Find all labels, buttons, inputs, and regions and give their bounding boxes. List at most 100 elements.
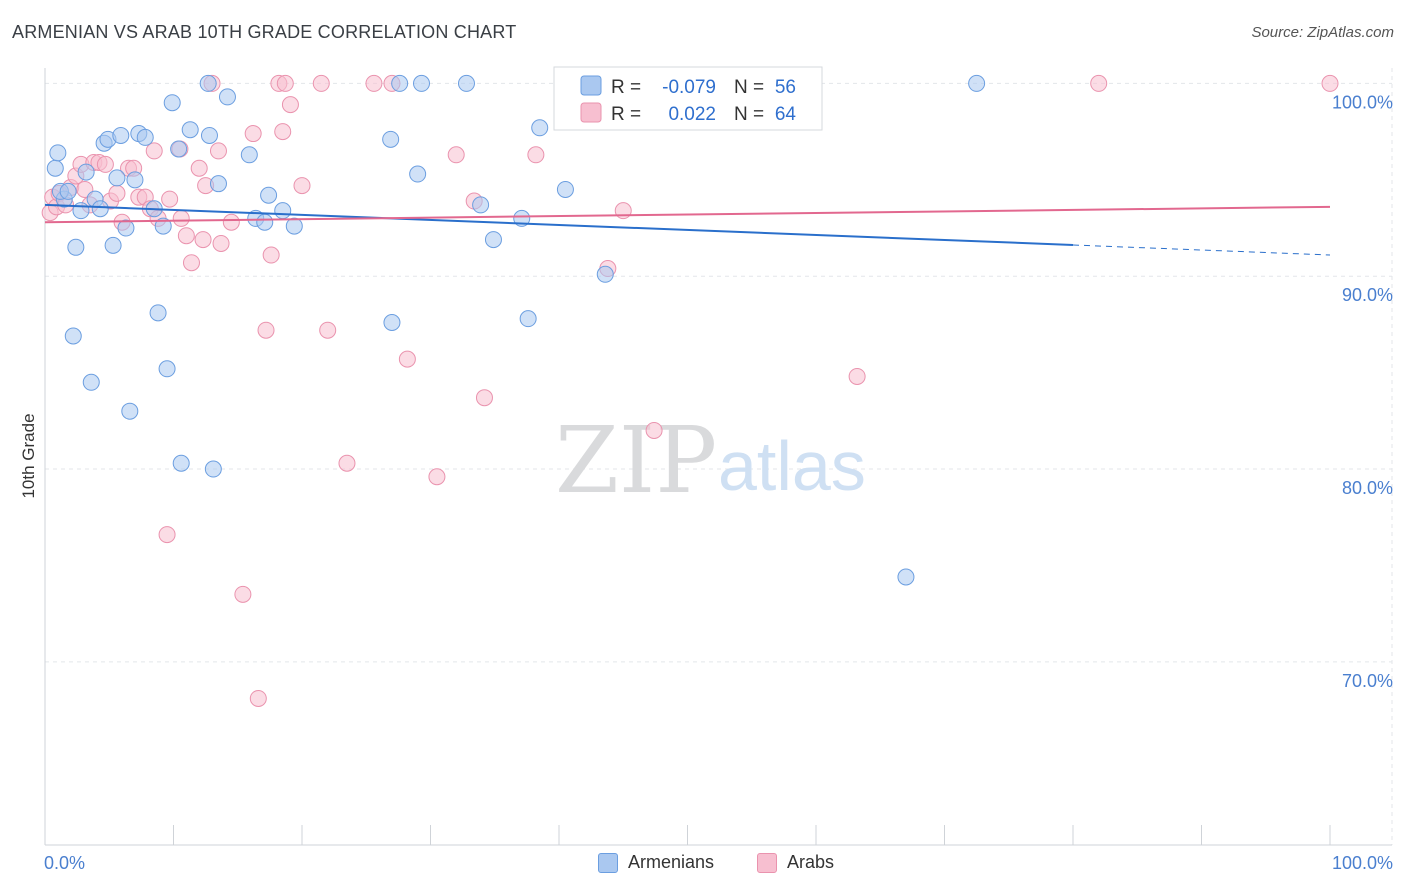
arabs-point-52 [428,468,446,486]
armenians-point-23 [149,304,167,322]
armenians-point-8 [77,163,95,181]
arabs-point-43 [276,74,294,92]
arabs-point-23 [158,526,176,544]
arabs-points [41,74,1339,707]
tick-labels: 100.0% 90.0% 80.0% 70.0% 0.0% 100.0% [44,92,1393,873]
armenians-point-14 [104,236,122,254]
watermark-atlas: atlas [718,427,866,505]
arabs-point-29 [190,159,208,177]
arabs-point-26 [172,209,190,227]
armenians-point-45 [413,74,431,92]
arabs-point-21 [145,142,163,160]
legend-n-armenians: 56 [775,77,796,98]
arabs-point-46 [312,74,330,92]
arabs-point-30 [194,231,212,249]
series-legend: Armenians Arabs [0,852,1406,878]
armenians-point-18 [121,402,139,420]
armenians-point-32 [204,460,222,478]
arabs-point-34 [212,234,230,252]
legend-r-label-arabs: R = [611,104,641,125]
arabs-point-40 [262,246,280,264]
arabs-point-45 [293,177,311,195]
arabs-point-38 [249,689,267,707]
armenians-point-48 [484,231,502,249]
y-axis-label: 10th Grade [19,413,38,498]
armenians-point-25 [158,360,176,378]
armenians-point-30 [199,74,217,92]
armenians-point-39 [274,202,292,220]
source-label: Source: ZipAtlas.com [1251,24,1394,41]
arabs-point-42 [274,123,292,141]
armenians-trend-extension [1072,244,1331,256]
armenians-point-51 [531,119,549,137]
arabs-point-51 [398,350,416,368]
legend-swatch-arabs [580,102,602,123]
arabs-point-53 [447,146,465,164]
watermark: ZIP atlas [555,407,866,514]
x-tick-label-end: 100.0% [1332,853,1393,873]
armenians-point-33 [209,175,227,193]
arabs-point-39 [257,321,275,339]
armenians-point-52 [556,180,574,198]
legend-n-arabs: 64 [775,104,797,125]
armenians-point-21 [136,128,154,146]
armenians-point-4 [59,182,77,200]
armenians-point-34 [218,88,236,106]
armenians-point-43 [391,74,409,92]
arabs-point-33 [209,142,227,160]
armenians-point-24 [154,217,172,235]
arabs-point-49 [365,74,383,92]
arabs-point-61 [848,367,866,385]
legend-item-armenians[interactable]: Armenians [598,852,714,873]
arabs-point-14 [108,184,126,202]
armenians-point-28 [172,454,190,472]
legend-swatch-armenians [580,75,602,96]
armenians-point-11 [91,200,109,218]
armenians-point-53 [596,265,614,283]
x-tick-label-start: 0.0% [44,853,85,873]
legend-item-arabs[interactable]: Arabs [757,852,834,873]
legend-r-armenians: -0.079 [662,77,716,98]
trend-lines [44,203,1331,256]
arabs-point-12 [96,155,114,173]
armenians-point-54 [897,568,915,586]
y-tick-label-0: 100.0% [1332,92,1393,112]
armenians-point-40 [285,217,303,235]
y-tick-label-2: 80.0% [1342,478,1393,498]
arabs-point-62 [1090,74,1108,92]
legend-swatch-armenians-bottom [598,852,618,873]
armenians-point-16 [112,126,130,144]
arabs-point-27 [177,227,195,245]
arabs-point-48 [338,454,356,472]
armenians-point-27 [170,140,188,158]
armenians-point-47 [472,196,490,214]
watermark-zip: ZIP [555,407,717,514]
armenians-point-17 [117,219,135,237]
legend-swatch-arabs-bottom [757,852,777,873]
arabs-point-63 [1321,74,1339,92]
arabs-point-28 [182,254,200,272]
armenians-point-42 [383,314,401,332]
armenians-point-26 [163,94,181,112]
armenians-trend-line [44,203,1074,246]
armenians-point-31 [200,126,218,144]
arabs-point-47 [319,321,337,339]
arabs-point-44 [281,96,299,114]
armenians-point-38 [260,186,278,204]
chart-title: ARMENIAN VS ARAB 10TH GRADE CORRELATION … [12,22,517,42]
armenians-point-55 [968,74,986,92]
armenians-point-46 [457,74,475,92]
arabs-point-59 [645,421,663,439]
y-tick-label-1: 90.0% [1342,285,1393,305]
armenians-point-1 [49,144,67,162]
armenians-point-6 [64,327,82,345]
correlation-legend: R = -0.079 N = 56 R = 0.022 N = 64 [553,66,823,131]
arabs-point-56 [527,146,545,164]
armenians-points [46,74,986,586]
arabs-point-35 [222,213,240,231]
armenians-point-44 [409,165,427,183]
legend-r-label-armenians: R = [611,77,641,98]
arabs-point-24 [161,190,179,208]
armenians-point-5 [67,238,85,256]
